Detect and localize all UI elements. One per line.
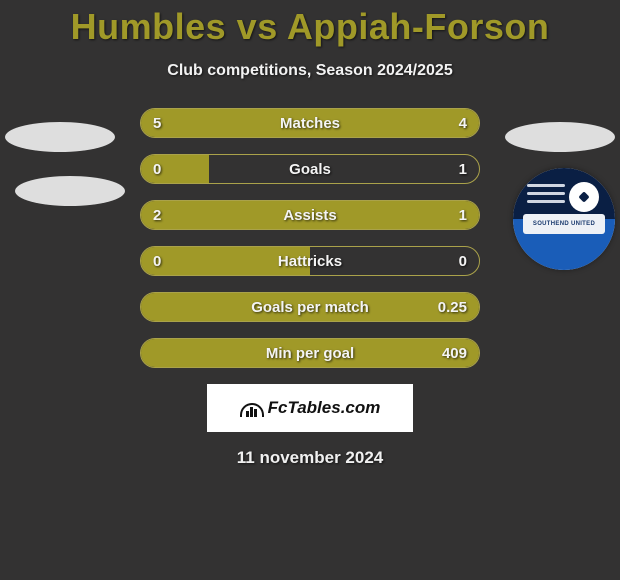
stat-row: 0.25Goals per match: [140, 292, 480, 322]
stat-bar-left: [141, 201, 366, 229]
stat-value-right: 0.25: [438, 293, 467, 321]
stat-row: 21Assists: [140, 200, 480, 230]
stat-row: 409Min per goal: [140, 338, 480, 368]
stat-value-right: 1: [459, 155, 467, 183]
stat-row: 00Hattricks: [140, 246, 480, 276]
stat-value-right: 1: [459, 201, 467, 229]
stat-row: 01Goals: [140, 154, 480, 184]
stat-bar-left: [141, 339, 479, 367]
date-label: 11 november 2024: [0, 448, 620, 468]
stat-bar-left: [141, 293, 479, 321]
fctables-icon: [240, 399, 262, 417]
stats-container: 54Matches01Goals21Assists00Hattricks0.25…: [140, 108, 480, 368]
page-subtitle: Club competitions, Season 2024/2025: [0, 62, 620, 80]
footer-brand-text: FcTables.com: [268, 398, 381, 418]
stat-value-left: 2: [153, 201, 161, 229]
stat-value-right: 409: [442, 339, 467, 367]
right-club-crest: SOUTHEND UNITED: [513, 168, 615, 270]
stat-bar-left: [141, 109, 329, 137]
stat-value-left: 5: [153, 109, 161, 137]
stat-value-right: 0: [459, 247, 467, 275]
right-player-badge-dash: [505, 122, 615, 152]
left-player-badge-1: [5, 122, 115, 152]
stat-bar-left: [141, 247, 310, 275]
stat-value-left: 0: [153, 247, 161, 275]
left-player-badge-2: [15, 176, 125, 206]
stat-bar-right: [329, 109, 479, 137]
stat-value-left: 0: [153, 155, 161, 183]
crest-graphic: SOUTHEND UNITED: [513, 168, 615, 270]
footer-brand-box: FcTables.com: [207, 384, 413, 432]
crest-banner-text: SOUTHEND UNITED: [523, 214, 605, 234]
stat-bar-left: [141, 155, 209, 183]
stat-row: 54Matches: [140, 108, 480, 138]
stat-value-right: 4: [459, 109, 467, 137]
page-title: Humbles vs Appiah-Forson: [0, 0, 620, 48]
